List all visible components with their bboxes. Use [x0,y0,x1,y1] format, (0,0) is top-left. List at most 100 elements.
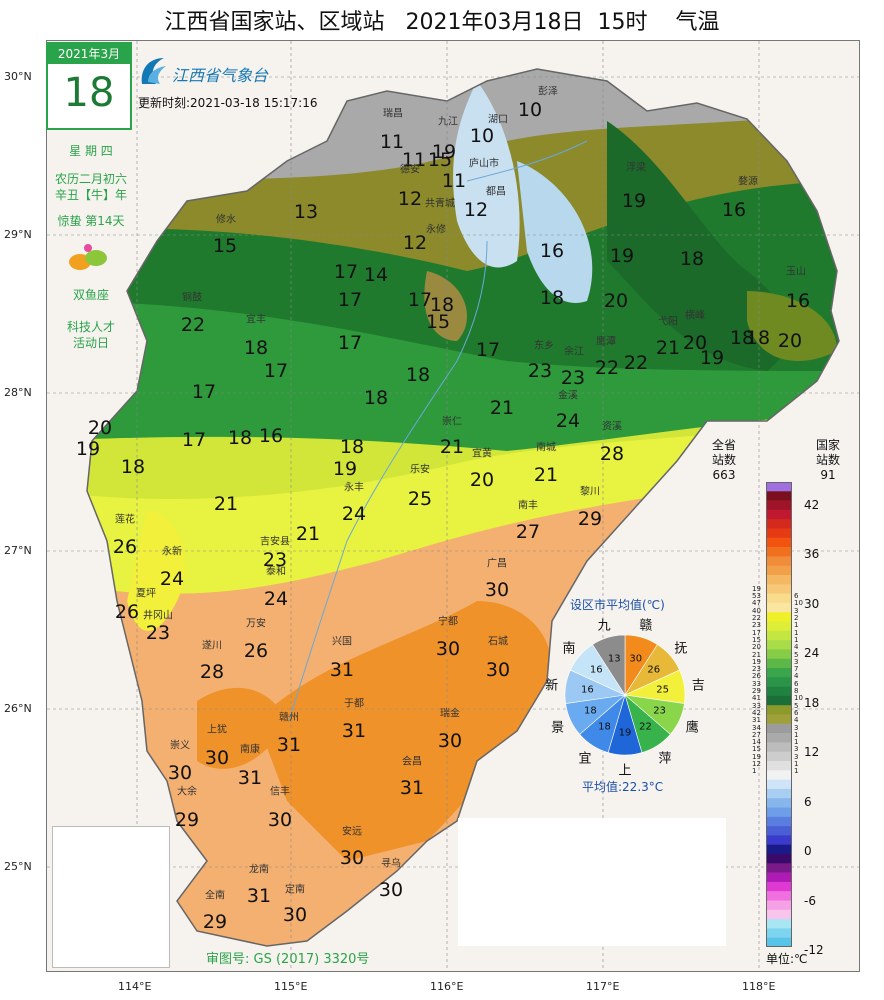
legend-count-national: 1 [794,767,799,776]
station-temp-value: 29 [202,911,228,933]
legend-head-national: 国家 站数 91 [815,438,840,482]
pie-slice-value: 22 [639,721,652,733]
legend-count-national: 10 [794,599,803,608]
lat-label-26: 26°N [4,702,32,715]
pie-slice-city: 新 [545,678,559,694]
station-temp-value: 26 [114,601,140,623]
pie-slice-city: 吉 [691,678,705,694]
legend-count-national: 3 [794,752,799,761]
legend-color-step [766,770,792,780]
legend-color-step [766,621,792,632]
legend-color-step [766,519,792,529]
station-temp-value: 18 [729,327,755,349]
station-temp-value: 30 [267,809,293,831]
place-name: 井冈山 [143,610,173,622]
place-name: 玉山 [786,266,806,278]
legend-count-province: 31 [752,716,761,725]
station-temp-value: 17 [263,360,289,382]
legend-count-province: 22 [752,614,761,623]
legend-color-step [766,547,792,557]
update-time: 更新时刻:2021-03-18 15:17:16 [138,96,318,110]
station-temp-value: 18 [339,436,365,458]
legend-color-step [766,630,792,641]
station-temp-value: 18 [429,294,455,316]
calendar-day: 18 [63,70,115,116]
lat-label-25: 25°N [4,860,32,873]
legend-count-national: 6 [794,592,799,601]
legend-color-step [766,835,792,845]
lunar-year: 辛丑【牛】年 [54,188,127,202]
legend-count-province: 42 [752,708,761,717]
legend-color-step [766,909,792,920]
station-temp-value: 16 [539,240,565,262]
place-name: 永修 [426,224,446,236]
station-temp-value: 28 [199,661,225,683]
station-temp-value: 20 [682,332,708,354]
legend-color-step [766,854,792,864]
station-temp-value: 21 [439,436,465,458]
legend-color-step [766,788,792,799]
place-name: 都昌 [486,186,506,198]
legend-count-province: 53 [752,592,761,601]
place-name: 金溪 [558,390,578,402]
place-name: 崇义 [170,740,190,752]
legend-count-province: 21 [752,650,761,659]
station-temp-value: 11 [401,149,427,171]
place-name: 瑞金 [440,708,460,720]
legend-color-step [766,584,792,594]
place-name: 永新 [162,546,182,558]
legend-count-province: 15 [752,745,761,754]
station-temp-value: 18 [243,337,269,359]
place-name: 南丰 [518,500,538,512]
station-temp-value: 16 [721,199,747,221]
legend-color-step [766,826,792,836]
place-name: 横峰 [685,310,705,322]
station-temp-value: 20 [603,290,629,312]
legend-tick-label: 24 [804,646,820,661]
station-temp-value: 19 [431,141,457,163]
station-temp-value: 30 [378,879,404,901]
station-temp-value: 30 [485,659,511,681]
station-temp-value: 23 [262,549,288,571]
legend-count-province: 47 [752,599,761,608]
legend-color-step [766,575,792,585]
legend-color-step [766,640,792,650]
lon-label-114: 114°E [118,980,152,993]
place-name: 修水 [216,214,236,226]
place-name: 上犹 [207,724,227,736]
station-temp-value: 18 [120,456,146,478]
station-temp-value: 23 [145,622,171,644]
station-temp-value: 21 [533,464,559,486]
pie-slice-value: 26 [647,664,661,676]
legend-color-step [766,686,792,697]
logo-text: 江西省气象台 [172,66,269,85]
legend-count-national: 4 [794,716,799,725]
place-name: 夏坪 [136,588,156,600]
legend-color-step [766,872,792,883]
legend-color-step [766,565,792,576]
station-temp-value: 27 [515,521,541,543]
station-temp-value: 19 [75,438,101,460]
place-name: 宜丰 [246,314,266,326]
station-temp-value: 10 [517,99,543,121]
legend-count-national: 6 [794,679,799,688]
pie-slice-value: 13 [607,653,621,665]
meteorology-logo-icon [138,54,170,88]
solar-term: 惊蛰 第14天 [57,214,125,228]
station-temp-value: 31 [237,767,263,789]
station-temp-value: 18 [745,327,771,349]
station-temp-value: 14 [363,264,389,286]
legend-count-national: 3 [794,657,799,666]
legend-count-province: 23 [752,665,761,674]
lat-label-28: 28°N [4,386,32,399]
legend-color-step [766,491,792,501]
legend-count-province: 33 [752,679,761,688]
station-temp-value: 28 [599,443,625,465]
station-temp-value: 19 [621,190,647,212]
place-name: 东乡 [534,340,554,352]
pie-slice-city: 鹰 [685,720,699,736]
place-name: 宜黄 [472,448,492,460]
station-temp-value: 24 [159,568,185,590]
station-temp-value: 30 [167,762,193,784]
station-temp-value: 17 [181,429,207,451]
